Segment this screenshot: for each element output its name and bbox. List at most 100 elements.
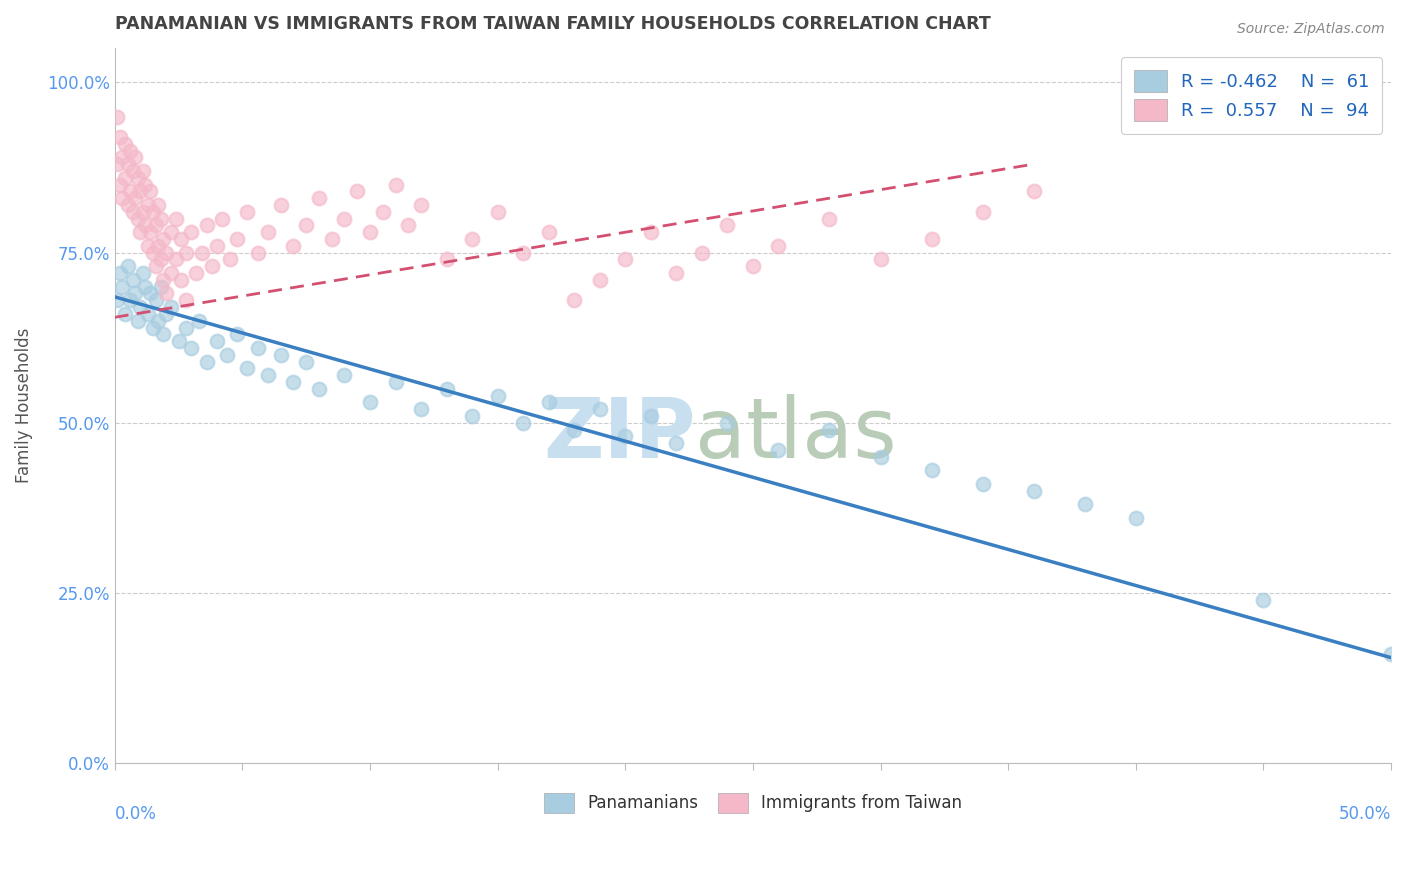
Point <box>436 382 458 396</box>
Point <box>155 245 177 260</box>
Point <box>121 164 143 178</box>
Point <box>117 157 139 171</box>
Point <box>174 320 197 334</box>
Point <box>283 375 305 389</box>
Point <box>409 402 432 417</box>
Point <box>134 219 156 233</box>
Point <box>146 314 169 328</box>
Point <box>1125 511 1147 525</box>
Point <box>114 170 136 185</box>
Point <box>384 178 406 192</box>
Point <box>114 136 136 151</box>
Point <box>149 279 172 293</box>
Text: ZIP: ZIP <box>543 394 696 475</box>
Point <box>486 388 509 402</box>
Point <box>160 300 183 314</box>
Text: atlas: atlas <box>696 394 897 475</box>
Point <box>257 225 280 239</box>
Point <box>195 354 218 368</box>
Point <box>139 225 162 239</box>
Text: 50.0%: 50.0% <box>1339 805 1391 822</box>
Point <box>741 259 763 273</box>
Point <box>205 239 228 253</box>
Point <box>152 232 174 246</box>
Point <box>768 239 790 253</box>
Point <box>170 273 193 287</box>
Point <box>155 307 177 321</box>
Point <box>321 232 343 246</box>
Point <box>152 273 174 287</box>
Point <box>155 286 177 301</box>
Point <box>1379 647 1402 661</box>
Point <box>1073 498 1095 512</box>
Point <box>165 211 187 226</box>
Point <box>108 266 131 280</box>
Point <box>562 293 585 308</box>
Point <box>124 150 146 164</box>
Point <box>124 191 146 205</box>
Point <box>120 185 142 199</box>
Point <box>333 211 356 226</box>
Point <box>136 198 159 212</box>
Point <box>972 477 994 491</box>
Point <box>869 450 891 464</box>
Point <box>149 252 172 267</box>
Text: PANAMANIAN VS IMMIGRANTS FROM TAIWAN FAMILY HOUSEHOLDS CORRELATION CHART: PANAMANIAN VS IMMIGRANTS FROM TAIWAN FAM… <box>115 15 990 33</box>
Point <box>359 225 381 239</box>
Point <box>120 293 142 308</box>
Point <box>142 204 165 219</box>
Point <box>139 185 162 199</box>
Point <box>188 314 211 328</box>
Point <box>180 341 202 355</box>
Point <box>270 348 292 362</box>
Point <box>111 191 134 205</box>
Point <box>1022 185 1045 199</box>
Point <box>589 273 612 287</box>
Point <box>346 185 368 199</box>
Point <box>186 266 208 280</box>
Point <box>201 259 224 273</box>
Point <box>589 402 612 417</box>
Point <box>124 286 146 301</box>
Point <box>174 293 197 308</box>
Point <box>1253 592 1275 607</box>
Point <box>295 219 318 233</box>
Point <box>236 361 259 376</box>
Point <box>396 219 419 233</box>
Point <box>136 307 159 321</box>
Point <box>195 219 218 233</box>
Point <box>105 110 128 124</box>
Point <box>869 252 891 267</box>
Point <box>127 211 149 226</box>
Point <box>486 204 509 219</box>
Point <box>246 245 269 260</box>
Point <box>690 245 713 260</box>
Y-axis label: Family Households: Family Households <box>15 328 32 483</box>
Point <box>921 232 943 246</box>
Point <box>371 204 394 219</box>
Point <box>226 327 249 342</box>
Point <box>108 178 131 192</box>
Point <box>226 232 249 246</box>
Point <box>384 375 406 389</box>
Point <box>121 204 143 219</box>
Point <box>174 245 197 260</box>
Point <box>768 443 790 458</box>
Point <box>139 286 162 301</box>
Point <box>134 279 156 293</box>
Point <box>665 436 688 450</box>
Point <box>236 204 259 219</box>
Point <box>205 334 228 348</box>
Point <box>117 198 139 212</box>
Point <box>142 320 165 334</box>
Point <box>818 423 841 437</box>
Point <box>127 314 149 328</box>
Point <box>167 334 190 348</box>
Point <box>537 225 560 239</box>
Point <box>170 232 193 246</box>
Point <box>665 266 688 280</box>
Point <box>436 252 458 267</box>
Legend: Panamanians, Immigrants from Taiwan: Panamanians, Immigrants from Taiwan <box>530 780 976 826</box>
Point <box>145 293 167 308</box>
Point <box>921 463 943 477</box>
